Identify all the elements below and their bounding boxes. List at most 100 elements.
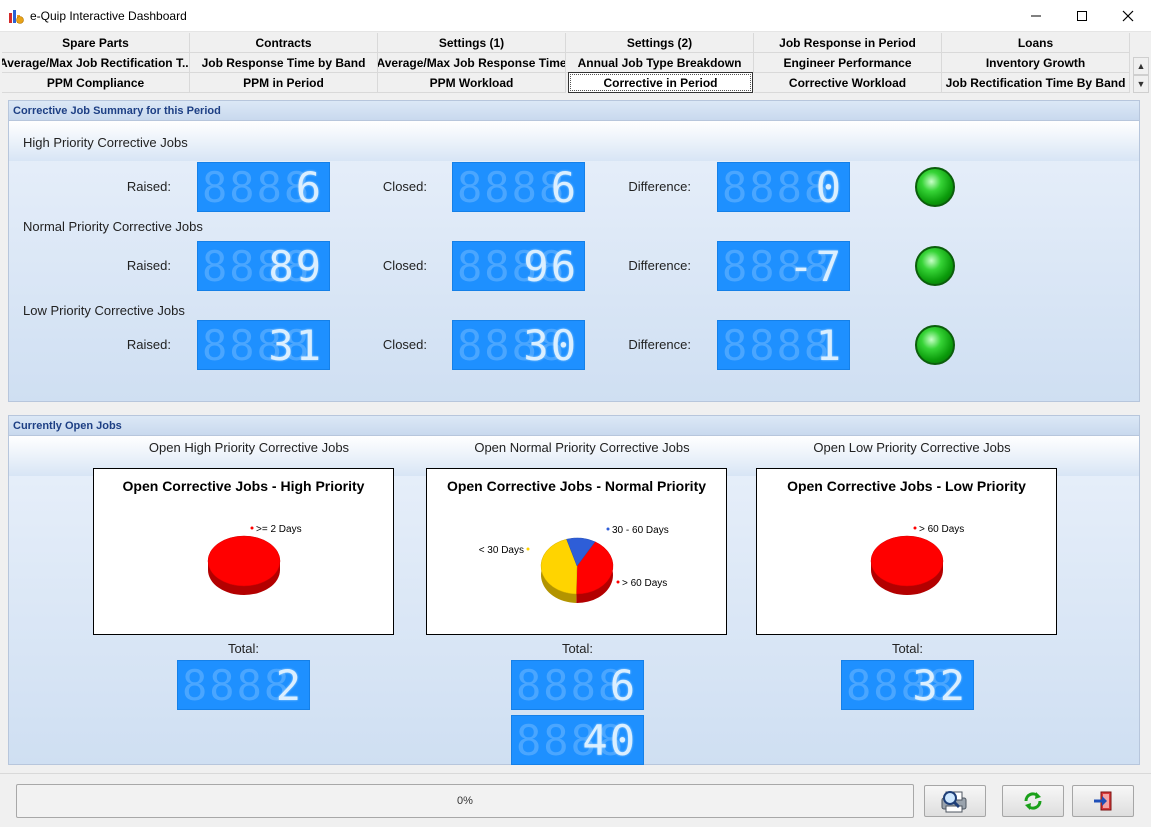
maximize-icon <box>1077 10 1087 21</box>
tab-corrective-workload[interactable]: Corrective Workload <box>754 73 942 93</box>
pie-slice <box>540 538 578 595</box>
open-high-total-display: 8888 2 <box>177 660 310 710</box>
pie-slice-label: < 30 Days <box>479 545 524 556</box>
tab-ppm-in-period[interactable]: PPM in Period <box>190 73 378 93</box>
title-bar: e-Quip Interactive Dashboard <box>0 0 1151 32</box>
tab-engineer-performance[interactable]: Engineer Performance <box>754 53 942 73</box>
open-normal-caption: Open Normal Priority Corrective Jobs <box>474 440 690 455</box>
tab-inventory-growth[interactable]: Inventory Growth <box>942 53 1130 73</box>
tab-average-max-job-rectification[interactable]: Average/Max Job Rectification T... <box>2 53 190 73</box>
pie-slice-label: > 60 Days <box>622 578 667 589</box>
tab-scroll-down-button[interactable]: ▼ <box>1133 75 1149 93</box>
open-high-caption: Open High Priority Corrective Jobs <box>148 440 350 455</box>
pie-label-marker <box>526 547 530 551</box>
pie-slice-label: 30 - 60 Days <box>612 525 669 536</box>
low-priority-title: Low Priority Corrective Jobs <box>23 303 185 318</box>
tab-contracts[interactable]: Contracts <box>190 33 378 53</box>
refresh-icon <box>1024 792 1042 810</box>
high-raised-display: 8888 6 <box>197 162 330 212</box>
tab-strip: Spare Parts Contracts Settings (1) Setti… <box>2 33 1132 95</box>
progress-text: 0% <box>457 795 473 807</box>
pie-slice <box>870 535 944 587</box>
window-title: e-Quip Interactive Dashboard <box>30 9 187 23</box>
chart-title: Open Corrective Jobs - Low Priority <box>787 478 1026 494</box>
tab-job-rectification-time-by-band[interactable]: Job Rectification Time By Band <box>942 73 1130 93</box>
tab-settings-2[interactable]: Settings (2) <box>566 33 754 53</box>
tab-job-response-time-by-band[interactable]: Job Response Time by Band <box>190 53 378 73</box>
tab-corrective-in-period[interactable]: Corrective in Period <box>568 72 753 93</box>
close-button[interactable] <box>1105 0 1151 31</box>
tab-annual-job-type-breakdown[interactable]: Annual Job Type Breakdown <box>566 53 754 73</box>
pie-slice-label: > 60 Days <box>919 524 964 535</box>
minimize-icon <box>1031 15 1041 16</box>
high-priority-pie-chart: Open Corrective Jobs - High Priority >= … <box>93 468 394 635</box>
open-low-caption: Open Low Priority Corrective Jobs <box>813 440 1011 455</box>
chart-title: Open Corrective Jobs - Normal Priority <box>446 478 707 494</box>
closed-label: Closed: <box>382 258 427 273</box>
raised-label: Raised: <box>126 258 171 273</box>
open-jobs-panel: Currently Open Jobs Open High Priority C… <box>8 415 1140 765</box>
tab-spare-parts[interactable]: Spare Parts <box>2 33 190 53</box>
tab-settings-1[interactable]: Settings (1) <box>378 33 566 53</box>
pie-label-marker <box>250 526 254 530</box>
closed-label: Closed: <box>382 337 427 352</box>
close-icon <box>1122 10 1134 21</box>
tab-job-response-in-period[interactable]: Job Response in Period <box>754 33 942 53</box>
pie-label-marker <box>616 580 620 584</box>
low-difference-display: 8888 1 <box>717 320 850 370</box>
total-label: Total: <box>891 641 924 656</box>
chevron-up-icon: ▲ <box>1136 61 1146 71</box>
bottom-bar: 0% <box>0 773 1151 827</box>
normal-priority-title: Normal Priority Corrective Jobs <box>23 219 203 234</box>
open-normal-total-display-2: 8888 40 <box>511 715 644 765</box>
corrective-summary-panel: Corrective Job Summary for this Period H… <box>8 100 1140 402</box>
open-low-total-display: 8888 32 <box>841 660 974 710</box>
closed-label: Closed: <box>382 179 427 194</box>
open-normal-total-display: 8888 6 <box>511 660 644 710</box>
low-status-led <box>915 325 955 365</box>
print-preview-icon <box>941 791 967 813</box>
difference-label: Difference: <box>628 258 691 273</box>
pie-svg: > 60 Days <box>870 524 964 595</box>
low-priority-pie-chart: Open Corrective Jobs - Low Priority > 60… <box>756 468 1057 635</box>
total-label: Total: <box>227 641 260 656</box>
high-closed-display: 8888 6 <box>452 162 585 212</box>
exit-button[interactable] <box>1072 785 1134 817</box>
high-status-led <box>915 167 955 207</box>
pie-svg: > 60 Days < 30 Days 30 - 60 Days <box>479 525 669 603</box>
pie-slice <box>566 537 596 567</box>
normal-raised-display: 8888 89 <box>197 241 330 291</box>
chevron-down-icon: ▼ <box>1136 79 1146 89</box>
refresh-button[interactable] <box>1002 785 1064 817</box>
app-icon <box>9 10 24 24</box>
tab-loans[interactable]: Loans <box>942 33 1130 53</box>
panel-header: Corrective Job Summary for this Period <box>9 101 1139 121</box>
raised-label: Raised: <box>126 179 171 194</box>
raised-label: Raised: <box>126 337 171 352</box>
maximize-button[interactable] <box>1059 0 1105 31</box>
pie-slice-label: >= 2 Days <box>256 524 302 535</box>
tab-ppm-compliance[interactable]: PPM Compliance <box>2 73 190 93</box>
difference-label: Difference: <box>628 179 691 194</box>
total-label: Total: <box>561 641 594 656</box>
pie-slice <box>207 535 281 587</box>
pie-svg: >= 2 Days <box>207 524 302 595</box>
pie-label-marker <box>606 527 610 531</box>
print-preview-button[interactable] <box>924 785 986 817</box>
panel-header: Currently Open Jobs <box>9 416 1139 436</box>
tab-scroll-up-button[interactable]: ▲ <box>1133 57 1149 75</box>
chart-title: Open Corrective Jobs - High Priority <box>122 478 365 494</box>
low-raised-display: 8888 31 <box>197 320 330 370</box>
normal-status-led <box>915 246 955 286</box>
pie-label-marker <box>913 526 917 530</box>
dashboard-body: Corrective Job Summary for this Period H… <box>0 95 1151 773</box>
normal-priority-pie-chart: Open Corrective Jobs - Normal Priority >… <box>426 468 727 635</box>
tab-ppm-workload[interactable]: PPM Workload <box>378 73 566 93</box>
minimize-button[interactable] <box>1013 0 1059 31</box>
tab-average-max-job-response-time[interactable]: Average/Max Job Response Time <box>378 53 566 73</box>
progress-bar: 0% <box>16 784 914 818</box>
high-priority-title: High Priority Corrective Jobs <box>23 135 188 150</box>
exit-icon <box>1094 791 1112 811</box>
difference-label: Difference: <box>628 337 691 352</box>
high-difference-display: 8888 0 <box>717 162 850 212</box>
